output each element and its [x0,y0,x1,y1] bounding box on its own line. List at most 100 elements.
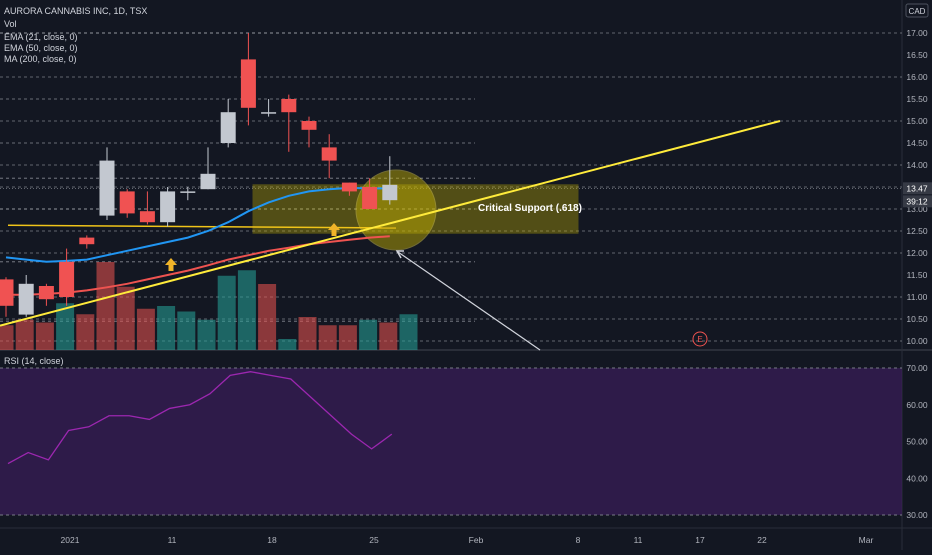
up-arrow-marker[interactable] [328,223,340,236]
rsi-tick-label: 40.00 [906,473,928,483]
candle-body [0,279,14,306]
price-tick-label: 12.00 [906,248,928,258]
candle-body [261,112,277,114]
price-tick-label: 10.00 [906,336,928,346]
time-axis[interactable]: 2021 11 18 25 Feb 8 11 17 22 Mar [61,535,874,545]
earnings-marker[interactable] [692,331,708,347]
price-tick-label: 16.00 [906,72,928,82]
time-tick-label: 11 [168,535,177,545]
volume-bar [0,325,14,350]
price-tick-label: 11.00 [907,292,928,302]
price-tick-label: 11.50 [907,270,928,280]
candle-body [240,59,256,108]
candle-body [180,191,196,193]
candle-body [362,187,378,209]
last-price-badge [903,182,932,195]
legend-ma200: MA (200, close, 0) [4,54,77,64]
candle-body [220,112,236,143]
up-arrow-marker[interactable] [165,258,177,271]
candles [0,33,398,317]
legend-rsi: RSI (14, close) [4,356,64,366]
volume-bar [116,286,135,350]
volume-bar [258,284,277,350]
candle-body [200,173,216,190]
price-tick-label: 16.50 [906,50,928,60]
candle-body [59,261,75,297]
ema21-line [5,186,390,263]
candle-body [99,160,115,216]
legend-ema50: EMA (50, close, 0) [4,43,78,53]
time-tick-label: 2021 [61,535,80,545]
rsi-tick-label: 30.00 [906,510,928,520]
time-tick-label: 17 [695,535,705,545]
critical-support-label: Critical Support (.618) [478,203,582,214]
time-tick-label: 25 [369,535,379,545]
last-price-label: 13.47 [906,183,928,193]
price-tick-label: 15.50 [906,94,928,104]
candle-body [18,283,34,315]
volume-bar [338,325,357,350]
legend-symbol: AURORA CANNABIS INC, 1D, TSX [4,6,147,16]
candle-body [382,184,398,201]
volume-bar [379,322,398,350]
price-tick-label: 14.00 [906,160,928,170]
grid-lines [0,32,902,342]
currency-label: CAD [909,7,926,16]
currency-badge[interactable] [905,3,929,18]
volume-bar [56,303,75,350]
volume-bar [237,270,256,350]
time-tick-label: 8 [576,535,581,545]
volume-bar [96,262,115,350]
time-tick-label: 22 [757,535,767,545]
volume-bar [399,314,418,350]
candle-body [281,99,297,113]
rsi-band [0,367,902,516]
volume-bar [76,314,95,350]
volume-bar [359,319,378,350]
volume-bar [318,325,337,350]
drawings[interactable] [0,120,781,351]
volume-bar [136,308,155,350]
pointer-arrow-line[interactable] [397,251,541,351]
rsi-axis[interactable]: 70.00 60.00 50.00 40.00 30.00 [906,363,928,520]
candle-body [139,211,155,223]
price-tick-label: 15.00 [906,116,928,126]
time-tick-label: 18 [267,535,277,545]
rsi-indicator [7,371,393,465]
volume-bar [278,339,297,350]
countdown-label: 39:12 [906,196,928,206]
volume-bar [177,311,196,350]
volume-bar [35,322,54,350]
pointer-arrow-head [395,250,404,259]
countdown-badge [903,195,932,208]
volume-bars [0,262,418,350]
earnings-marker-label: E [697,335,702,344]
rsi-tick-label: 70.00 [906,363,928,373]
volume-bar [15,319,34,350]
volume-bar [217,275,236,350]
price-tick-label: 10.50 [906,314,928,324]
price-tick-label: 14.50 [906,138,928,148]
support-zone-box[interactable] [252,184,579,234]
candle-body [321,147,337,161]
volume-bar [298,317,317,350]
candle-body [79,237,95,245]
candle-body [38,286,54,300]
trendline[interactable] [0,120,781,327]
legend-vol: Vol [4,19,17,29]
time-tick-label: Mar [859,535,874,545]
rsi-line [7,371,393,465]
rsi-background [0,368,902,515]
rsi-tick-label: 60.00 [906,400,928,410]
candle-body [160,191,176,223]
time-tick-label: Feb [469,535,484,545]
price-pane[interactable] [0,0,902,350]
volume-bar [157,306,176,350]
price-tick-label: 17.00 [906,28,928,38]
rsi-tick-label: 50.00 [906,437,928,447]
price-tick-label: 12.50 [906,226,928,236]
candle-body [341,182,357,192]
volume-bar [197,319,216,350]
